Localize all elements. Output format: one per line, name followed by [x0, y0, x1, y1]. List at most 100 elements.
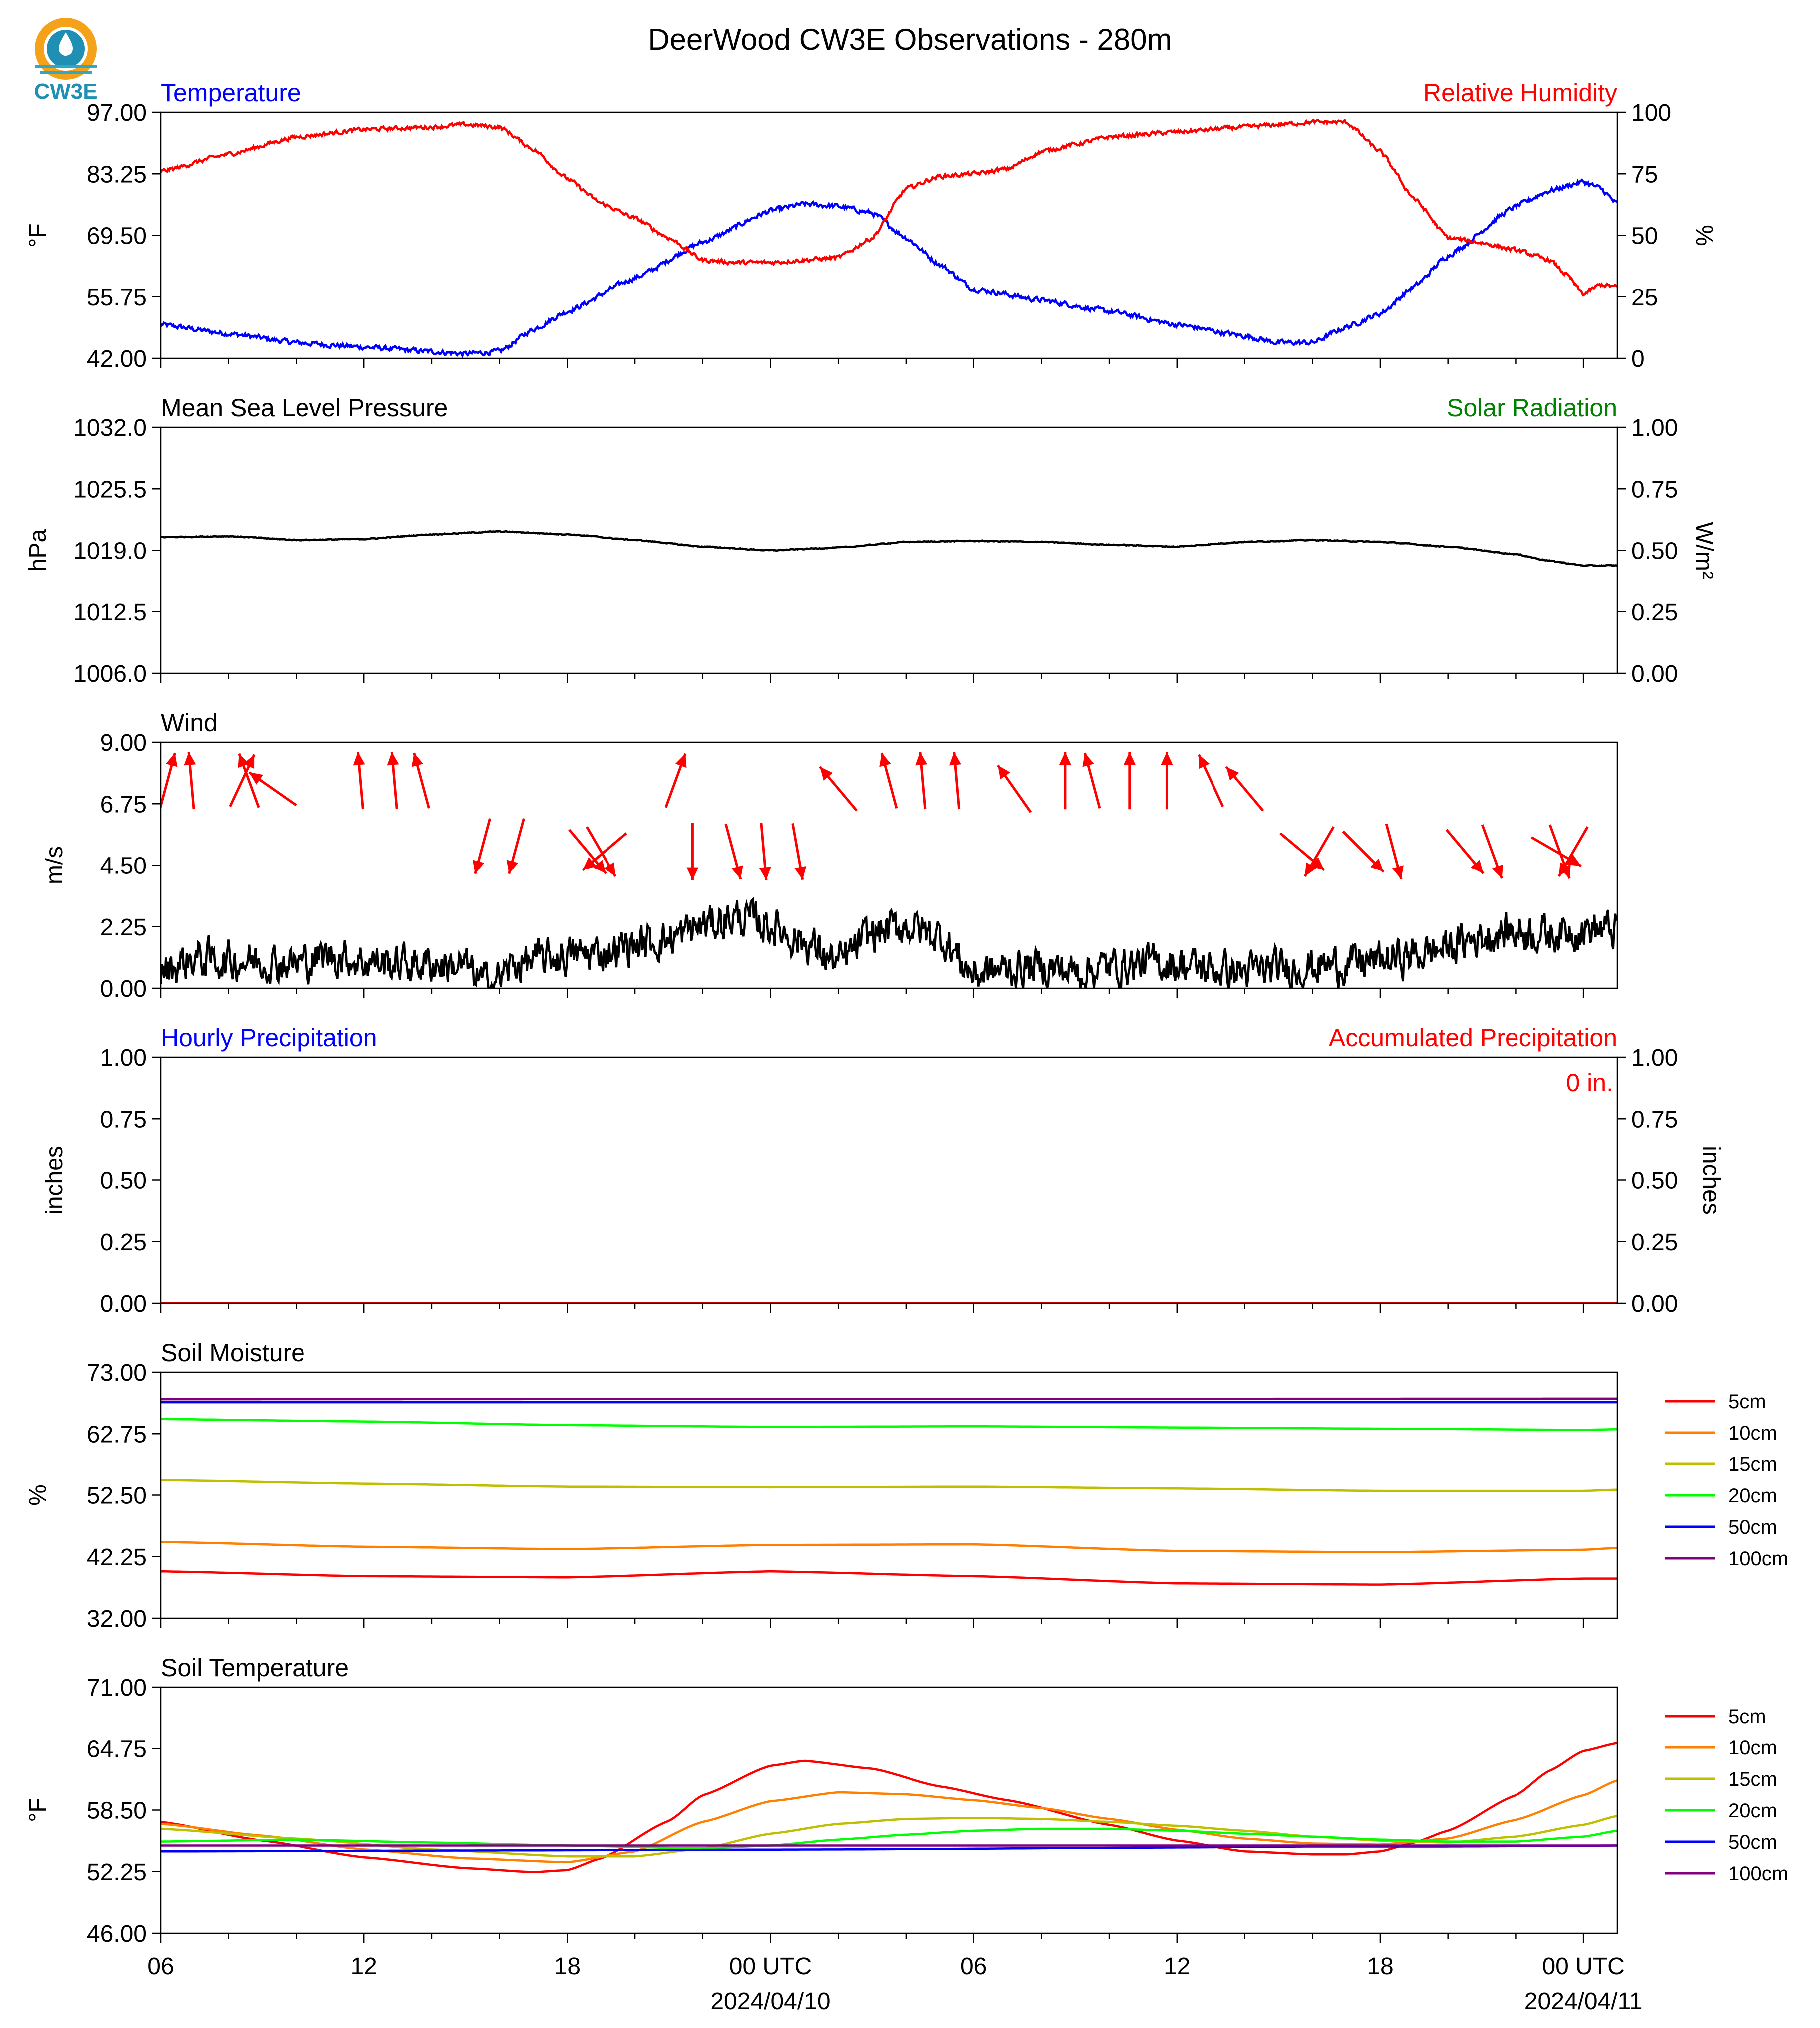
- panel-soil_temperature: Soil Temperature 46.00 52.25 58.50 64.75 71.0…: [25, 1654, 1788, 1947]
- x-tick-label: 18: [554, 1953, 581, 1980]
- wind-arrow: [724, 823, 743, 880]
- logo-icon: CW3E: [34, 18, 98, 104]
- x-tick-label: 18: [1367, 1953, 1393, 1980]
- wind-arrow: [879, 752, 898, 809]
- panel-title-left: Mean Sea Level Pressure: [161, 394, 448, 422]
- y-tick-label-right: 0: [1631, 346, 1645, 372]
- y-axis-label-right: %: [1691, 225, 1717, 246]
- series-line-10cm: [161, 1541, 1617, 1553]
- y-tick-label: 0.75: [100, 1106, 147, 1133]
- wind-arrow: [506, 818, 525, 874]
- panel-soil_moisture: Soil Moisture 32.00 42.25 52.50 62.75 73.00% 5…: [25, 1339, 1788, 1632]
- legend-label: 15cm: [1728, 1453, 1777, 1475]
- wind-arrow: [664, 753, 687, 808]
- y-tick-label: 6.75: [100, 791, 147, 818]
- y-axis-label: hPa: [25, 529, 51, 572]
- wind-arrow: [411, 752, 430, 809]
- series-line-5cm: [161, 1742, 1617, 1873]
- series-line-0: [161, 530, 1617, 567]
- y-tick-label: 69.50: [87, 223, 147, 250]
- y-tick-label: 0.00: [100, 976, 147, 1002]
- series-group: [161, 1742, 1617, 1873]
- y-tick-label-right: 1.00: [1631, 415, 1678, 441]
- x-tick-label: 06: [960, 1953, 987, 1980]
- panel-title-left: Soil Moisture: [161, 1339, 305, 1367]
- y-axis-label: %: [25, 1484, 51, 1506]
- wind-arrow: [1303, 826, 1335, 877]
- series-group: [161, 530, 1617, 567]
- y-axis-label: °F: [25, 223, 51, 248]
- series-line-0: [161, 897, 1617, 988]
- y-axis-label-right: W/m²: [1691, 522, 1717, 579]
- wind-arrow: [1161, 752, 1173, 810]
- wind-arrow: [997, 764, 1032, 813]
- wind-arrow: [184, 752, 196, 810]
- plot-frame: [160, 1686, 1618, 1934]
- legend-label: 20cm: [1728, 1485, 1777, 1507]
- y-tick-label: 73.00: [87, 1360, 147, 1386]
- series-line-20cm: [161, 1827, 1617, 1850]
- cw3e-logo: CW3E: [26, 15, 106, 104]
- wind-arrow: [1225, 766, 1264, 812]
- wind-arrow: [1557, 826, 1589, 877]
- x-tick-label: 00 UTC: [729, 1953, 812, 1980]
- wind-arrow: [161, 752, 178, 809]
- series-group: [161, 1397, 1617, 1586]
- wind-arrow: [1385, 823, 1404, 880]
- y-tick-label: 46.00: [87, 1921, 147, 1947]
- series-line-20cm: [161, 1418, 1617, 1431]
- y-axis-label: inches: [41, 1146, 68, 1215]
- plot-frame: [160, 1056, 1618, 1304]
- wind-arrow: [229, 754, 256, 807]
- y-tick-label-right: 0.75: [1631, 476, 1678, 503]
- y-axis-label: m/s: [41, 846, 68, 884]
- wind-arrow: [586, 826, 617, 877]
- legend-label: 10cm: [1728, 1422, 1777, 1444]
- y-tick-label: 52.50: [87, 1483, 147, 1509]
- panel-title-left: Soil Temperature: [161, 1654, 349, 1682]
- x-tick-label: 00 UTC: [1542, 1953, 1624, 1980]
- panel-title-left: Hourly Precipitation: [161, 1024, 377, 1052]
- y-tick-label: 1019.0: [73, 538, 147, 565]
- legend: 5cm 10cm 15cm 20cm 50cm 100cm: [1665, 1391, 1788, 1570]
- legend-label: 50cm: [1728, 1831, 1777, 1853]
- x-tick-label: 12: [1164, 1953, 1190, 1980]
- y-axis-label: °F: [25, 1798, 51, 1822]
- wind-arrow: [1082, 752, 1101, 809]
- y-tick-label: 97.00: [87, 100, 147, 126]
- panel-title-right: Relative Humidity: [1423, 79, 1617, 107]
- wind-arrow: [582, 832, 627, 871]
- y-tick-label: 0.50: [100, 1168, 147, 1194]
- x-tick-label: 12: [350, 1953, 377, 1980]
- series-group: [161, 752, 1617, 988]
- panel-title-left: Wind: [161, 709, 218, 737]
- y-tick-label-right: 75: [1631, 161, 1658, 188]
- panel-pressure: Mean Sea Level Pressure Solar Radiation 10…: [25, 394, 1717, 687]
- y-tick-label: 1025.5: [73, 476, 147, 503]
- panel-precip: Hourly Precipitation Accumulated Precipit…: [41, 1024, 1724, 1317]
- legend-label: 5cm: [1728, 1391, 1766, 1413]
- legend-label: 100cm: [1728, 1863, 1788, 1885]
- y-tick-label: 71.00: [87, 1675, 147, 1701]
- series-line-1: [161, 118, 1617, 297]
- plot-frame: [160, 111, 1618, 359]
- y-tick-label-right: 0.50: [1631, 1168, 1678, 1194]
- x-date-label: 2024/04/10: [710, 1988, 830, 2015]
- y-tick-label-right: 1.00: [1631, 1045, 1678, 1071]
- y-tick-label: 1006.0: [73, 661, 147, 687]
- legend-label: 20cm: [1728, 1800, 1777, 1822]
- wind-arrow: [353, 752, 365, 810]
- wind-arrow: [472, 818, 491, 874]
- legend: 5cm 10cm 15cm 20cm 50cm 100cm: [1665, 1706, 1788, 1885]
- series-line-0: [161, 178, 1617, 358]
- wind-arrow: [759, 823, 771, 880]
- series-line-5cm: [161, 1570, 1617, 1586]
- panel-title-right: Solar Radiation: [1447, 394, 1617, 422]
- y-tick-label: 9.00: [100, 730, 147, 756]
- wind-arrow: [791, 823, 807, 880]
- legend-label: 10cm: [1728, 1737, 1777, 1759]
- legend-label: 100cm: [1728, 1548, 1788, 1570]
- y-tick-label-right: 100: [1631, 100, 1671, 126]
- y-tick-label-right: 0.25: [1631, 599, 1678, 626]
